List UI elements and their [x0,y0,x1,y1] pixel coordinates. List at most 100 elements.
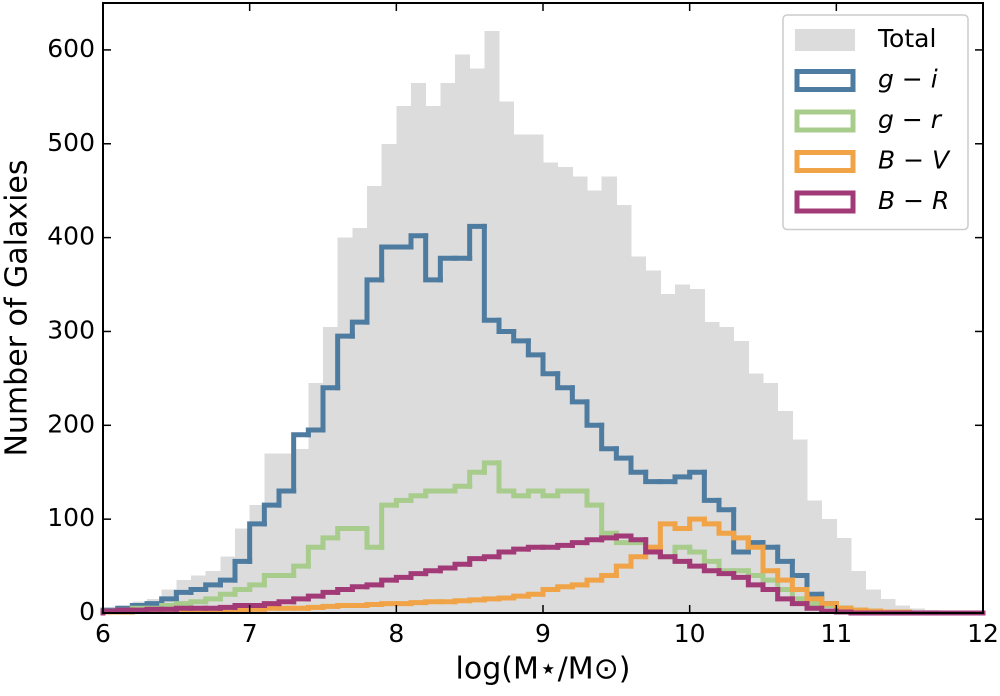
histogram-bar [645,270,661,613]
histogram-step [584,577,605,588]
histogram-bar [264,453,280,613]
histogram-step [379,244,399,283]
histogram-step [305,604,326,611]
histogram-step [291,432,311,494]
histogram-step [701,516,722,527]
histogram-step [804,601,825,611]
legend-swatch [794,109,856,133]
y-tick-label: 400 [47,222,95,251]
histogram-step [657,521,678,550]
histogram-step [408,493,429,503]
histogram-bar [616,204,632,613]
histogram-step [452,598,473,605]
histogram-step [379,577,399,588]
histogram-bar [572,176,588,613]
y-tick-label: 100 [47,503,95,532]
legend-swatch [795,29,855,51]
histogram-bar [425,106,441,613]
x-tick-label: 7 [242,619,258,648]
histogram-step [760,572,781,583]
histogram-bar [308,383,324,613]
histogram-step [569,540,590,548]
histogram-step [291,596,311,605]
histogram-step [349,319,370,339]
legend-box [782,14,969,231]
histogram-step [496,460,517,494]
histogram-step [672,474,693,485]
histogram-step [188,599,209,607]
histogram-bar [733,340,749,613]
y-tick-label: 600 [47,34,95,63]
histogram-bar [895,605,911,613]
histogram-step [672,554,693,564]
histogram-step [467,556,487,567]
x-tick-label: 11 [820,619,852,648]
histogram-step [496,317,517,334]
histogram-step [716,568,737,577]
histogram-step [173,605,194,612]
histogram-step [599,535,619,543]
histogram-bar [411,82,427,614]
histogram-step [349,584,370,593]
histogram-step [555,584,575,593]
histogram-step [496,549,517,560]
histogram-step [232,602,253,610]
histogram-step [687,469,707,480]
y-tick-label: 200 [47,409,95,438]
histogram-step [775,568,795,583]
histogram-bar [323,326,339,613]
histogram-step [525,338,546,358]
y-axis-label: Number of Galaxies [0,159,35,456]
histogram-step [408,233,429,250]
histogram-step [584,488,605,508]
histogram-step [335,587,355,595]
histogram-step [613,446,634,461]
histogram-step [672,544,693,560]
histogram-bar [631,256,647,613]
histogram-step [261,601,282,608]
histogram-step [364,277,385,325]
histogram-step [599,422,619,452]
histogram-step [467,469,487,489]
histogram-step [335,526,355,541]
legend-swatch [794,190,856,214]
histogram-step [423,233,443,283]
histogram-step [232,587,253,597]
histogram-step [599,502,619,536]
histogram-step [276,599,297,607]
histogram-bar [792,439,808,613]
histogram-step [320,385,341,433]
histogram-step [775,544,795,564]
histogram-step [555,371,575,391]
histogram-step [467,597,487,604]
histogram-step [320,589,341,599]
histogram-bar [396,106,412,613]
histogram-step [379,601,399,608]
histogram-step [599,572,619,583]
x-tick-label: 12 [967,619,999,648]
histogram-step [393,574,414,583]
histogram-step [819,596,839,607]
histogram-step [511,546,531,555]
histogram-step [232,558,253,583]
legend-swatch [794,150,856,173]
histogram-bar [601,176,617,613]
histogram-step [305,427,326,438]
histogram-step [261,572,282,588]
histogram-step [511,488,531,499]
histogram-step [731,571,751,580]
histogram-step [789,558,810,578]
histogram-bar [836,537,852,613]
legend-swatch [794,69,856,92]
histogram-bar [689,289,705,613]
histogram-step [657,549,678,560]
histogram-bar [851,570,867,613]
legend-label: B − R [878,186,949,215]
histogram-step [731,507,751,555]
histogram-step [540,488,561,499]
histogram-step [555,542,575,550]
histogram-bar [381,143,397,613]
histogram-step [423,599,443,606]
histogram-step [261,605,282,612]
histogram-bar [543,162,559,614]
